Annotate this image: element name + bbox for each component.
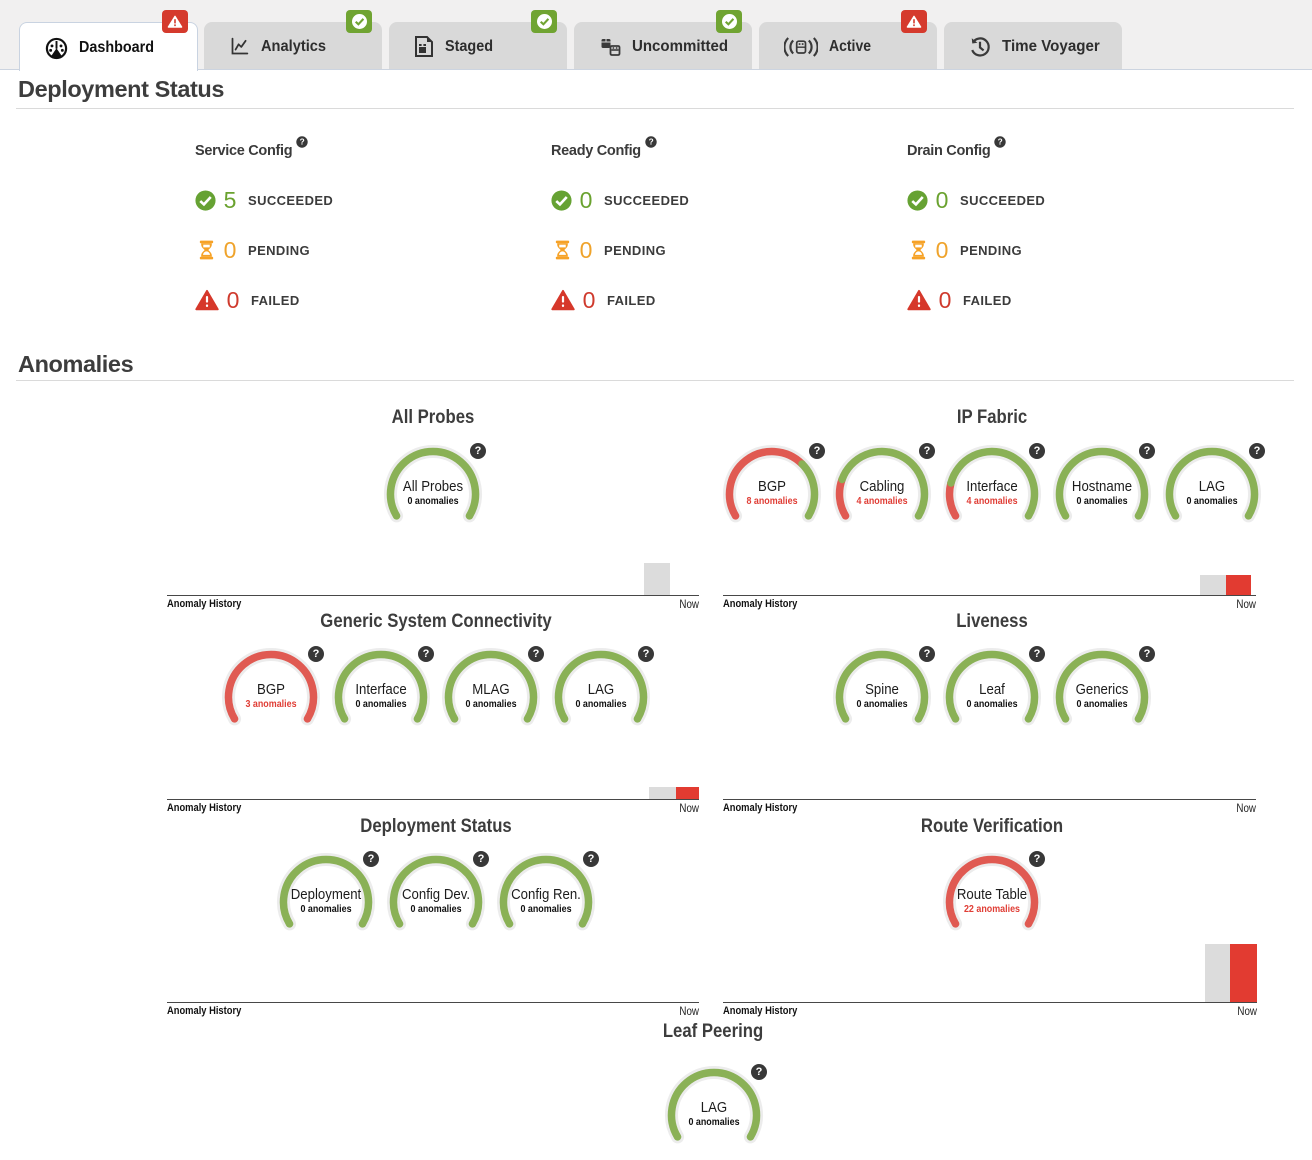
svg-text:?: ?: [300, 138, 305, 147]
svg-text:?: ?: [648, 138, 653, 147]
svg-text:?: ?: [998, 138, 1003, 147]
